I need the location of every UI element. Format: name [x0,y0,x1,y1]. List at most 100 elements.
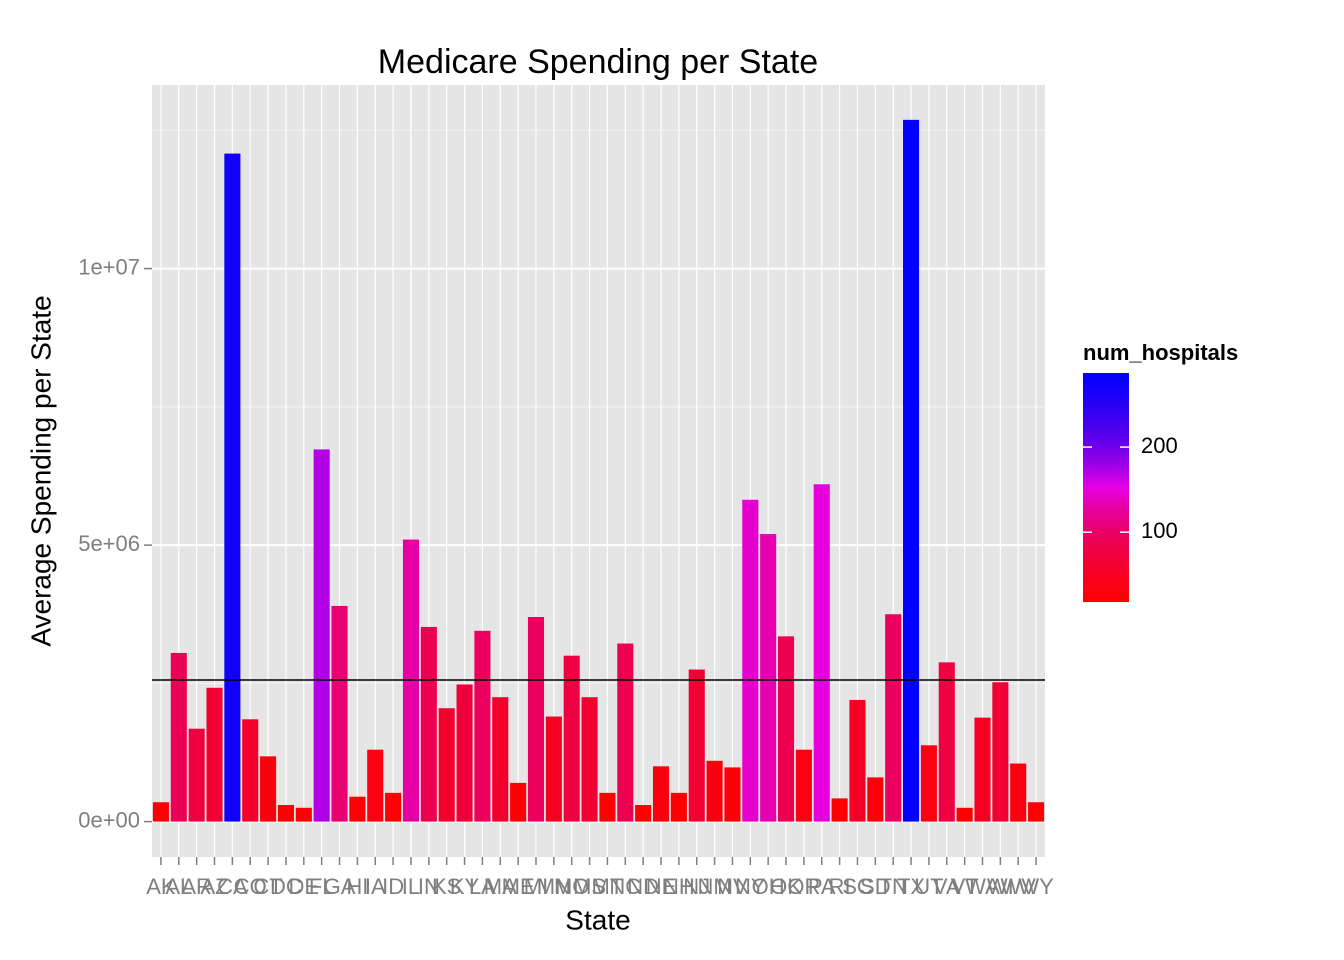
bar [760,534,777,822]
x-tick-label: AR [181,874,212,899]
bar [206,687,223,822]
chart-title: Medicare Spending per State [378,43,818,81]
x-tick-label: IN [418,874,440,899]
x-tick-label: KY [450,874,480,899]
x-tick-label: DE [289,874,320,899]
x-tick-label: HI [346,874,368,899]
x-tick-label: ND [627,874,659,899]
bar [581,697,598,822]
x-tick-label: AZ [200,874,228,899]
bar [242,719,259,822]
bar [813,484,830,822]
bar [849,699,866,822]
bar [510,782,527,822]
x-tick-label: LA [469,874,496,899]
bar [474,630,491,822]
bar [795,749,812,822]
bar [224,153,241,822]
x-tick-label: TN [879,874,908,899]
bar [867,777,884,822]
bar [277,805,294,822]
bar [920,745,937,822]
bar [527,616,545,822]
x-tick-label: NH [663,874,695,899]
x-tick-label: NY [735,874,766,899]
x-tick-label: SD [860,874,891,899]
x-tick-label: WY [1018,874,1054,899]
bar [152,802,169,822]
x-tick-label: IL [402,874,420,899]
x-tick-label: NM [697,874,731,899]
bar [260,756,277,822]
x-tick-label: MA [484,874,517,899]
x-tick-label: WV [1000,874,1036,899]
x-tick-label: VA [933,874,961,899]
bar [331,605,348,822]
bar [385,792,402,822]
bar [563,655,580,822]
bar [545,716,562,822]
bar [831,798,848,822]
x-tick-label: MN [537,874,571,899]
bar [885,614,902,822]
legend-tick-label: 200 [1141,433,1178,458]
x-tick-label: AK [146,874,176,899]
y-tick-label: 0e+00 [78,807,140,832]
bar [742,499,759,822]
x-tick-label: DC [270,874,302,899]
bar [188,728,205,822]
colorbar [1083,373,1129,602]
bar [724,767,741,822]
bar [903,119,920,822]
bar [599,792,616,822]
x-tick-label: TX [897,874,925,899]
x-tick-label: AL [165,874,192,899]
x-tick-label: ME [502,874,535,899]
bar [635,805,652,822]
bar [688,669,705,822]
x-tick-label: KS [432,874,461,899]
bar [617,643,634,822]
x-tick-label: MS [573,874,606,899]
bar [367,749,384,822]
x-tick-label: OH [752,874,785,899]
x-tick-label: RI [829,874,851,899]
x-tick-label: MT [592,874,624,899]
x-tick-label: ID [382,874,404,899]
x-tick-label: CT [253,874,282,899]
bar [992,682,1009,822]
x-tick-label: CO [234,874,267,899]
x-tick-label: WA [965,874,1000,899]
bar [974,717,991,822]
x-tick-label: GA [324,874,356,899]
bar [438,708,455,822]
x-tick-label: IA [365,874,386,899]
legend-title: num_hospitals [1083,340,1238,365]
x-axis-label: State [565,904,630,935]
y-tick-label: 5e+06 [78,531,140,556]
x-tick-label: SC [842,874,873,899]
x-tick-label: WI [987,874,1014,899]
bar [456,684,473,822]
bar [706,760,723,822]
y-axis-label: Average Spending per State [25,295,56,646]
bar [1010,763,1027,822]
bar [492,697,509,822]
x-tick-label: PA [808,874,836,899]
x-tick-label: NJ [683,874,710,899]
bar [295,807,312,822]
bar [349,796,366,822]
x-tick-label: FL [309,874,335,899]
x-tick-label: NV [717,874,748,899]
x-tick-label: NC [609,874,641,899]
bar [170,652,187,822]
bar [313,449,330,822]
legend-tick-label: 100 [1141,518,1178,543]
bar [1028,802,1045,822]
x-tick-label: MO [554,874,589,899]
bar [777,636,795,822]
x-tick-label: UT [914,874,943,899]
x-tick-label: VT [951,874,979,899]
x-tick-label: OR [787,874,820,899]
